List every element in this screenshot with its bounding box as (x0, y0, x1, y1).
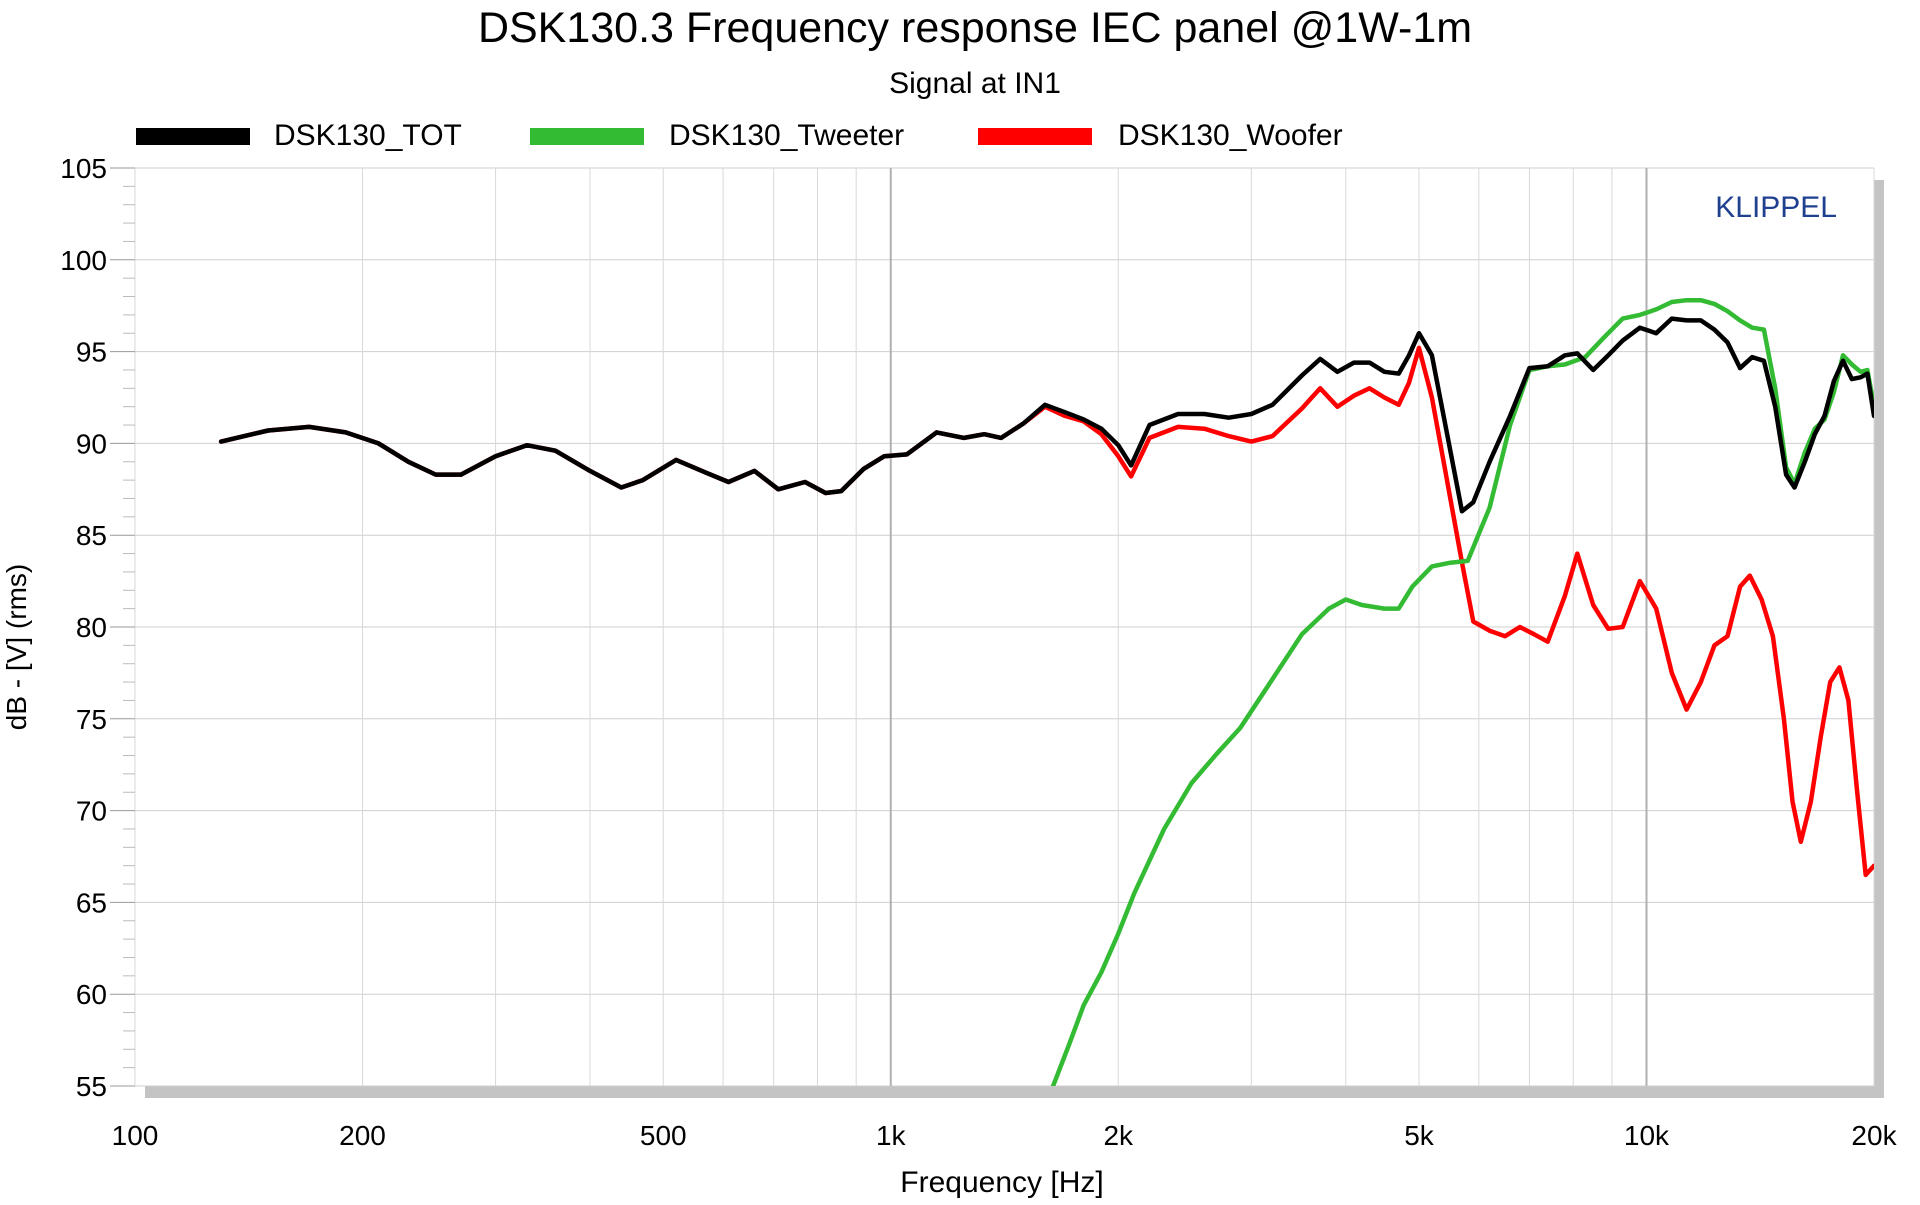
y-tick-label: 95 (76, 337, 107, 368)
legend-swatch (136, 128, 250, 145)
series-line-dsk130_tweeter (1050, 297, 1874, 1086)
x-tick-label: 500 (640, 1120, 687, 1151)
y-tick-label: 70 (76, 796, 107, 827)
y-tick-label: 75 (76, 704, 107, 735)
x-tick-label: 2k (1103, 1120, 1134, 1151)
legend-swatch (978, 128, 1092, 145)
series-line-dsk130_tot (218, 316, 1874, 514)
x-axis-label: Frequency [Hz] (900, 1166, 1103, 1199)
y-tick-label: 80 (76, 612, 107, 643)
series-layer (218, 297, 1874, 1086)
legend-item-woofer: DSK130_Woofer (978, 119, 1343, 152)
y-tick-label: 100 (60, 245, 107, 276)
chart-subtitle: Signal at IN1 (889, 67, 1061, 100)
y-tick-label: 105 (60, 153, 107, 184)
legend-item-tweeter: DSK130_Tweeter (530, 119, 904, 152)
legend-swatch (530, 128, 644, 145)
y-axis-label: dB - [V] (rms) (1, 564, 32, 730)
klippel-watermark: KLIPPEL (1715, 191, 1837, 224)
chart-title: DSK130.3 Frequency response IEC panel @1… (478, 4, 1472, 52)
x-tick-label: 200 (339, 1120, 386, 1151)
y-tick-label: 90 (76, 428, 107, 459)
y-tick-label: 60 (76, 979, 107, 1010)
y-tick-label: 65 (76, 887, 107, 918)
x-tick-label: 20k (1851, 1120, 1897, 1151)
legend-item-tot: DSK130_TOT (136, 119, 462, 152)
y-tick-label: 55 (76, 1071, 107, 1102)
legend: DSK130_TOT DSK130_Tweeter DSK130_Woofer (136, 119, 1343, 152)
x-tick-label: 1k (876, 1120, 907, 1151)
x-tick-label: 10k (1624, 1120, 1670, 1151)
y-tick-label: 85 (76, 520, 107, 551)
x-tick-label: 5k (1404, 1120, 1435, 1151)
legend-label: DSK130_Woofer (1118, 119, 1343, 152)
x-tick-label: 100 (112, 1120, 159, 1151)
legend-label: DSK130_Tweeter (669, 119, 904, 152)
legend-label: DSK130_TOT (274, 119, 462, 152)
